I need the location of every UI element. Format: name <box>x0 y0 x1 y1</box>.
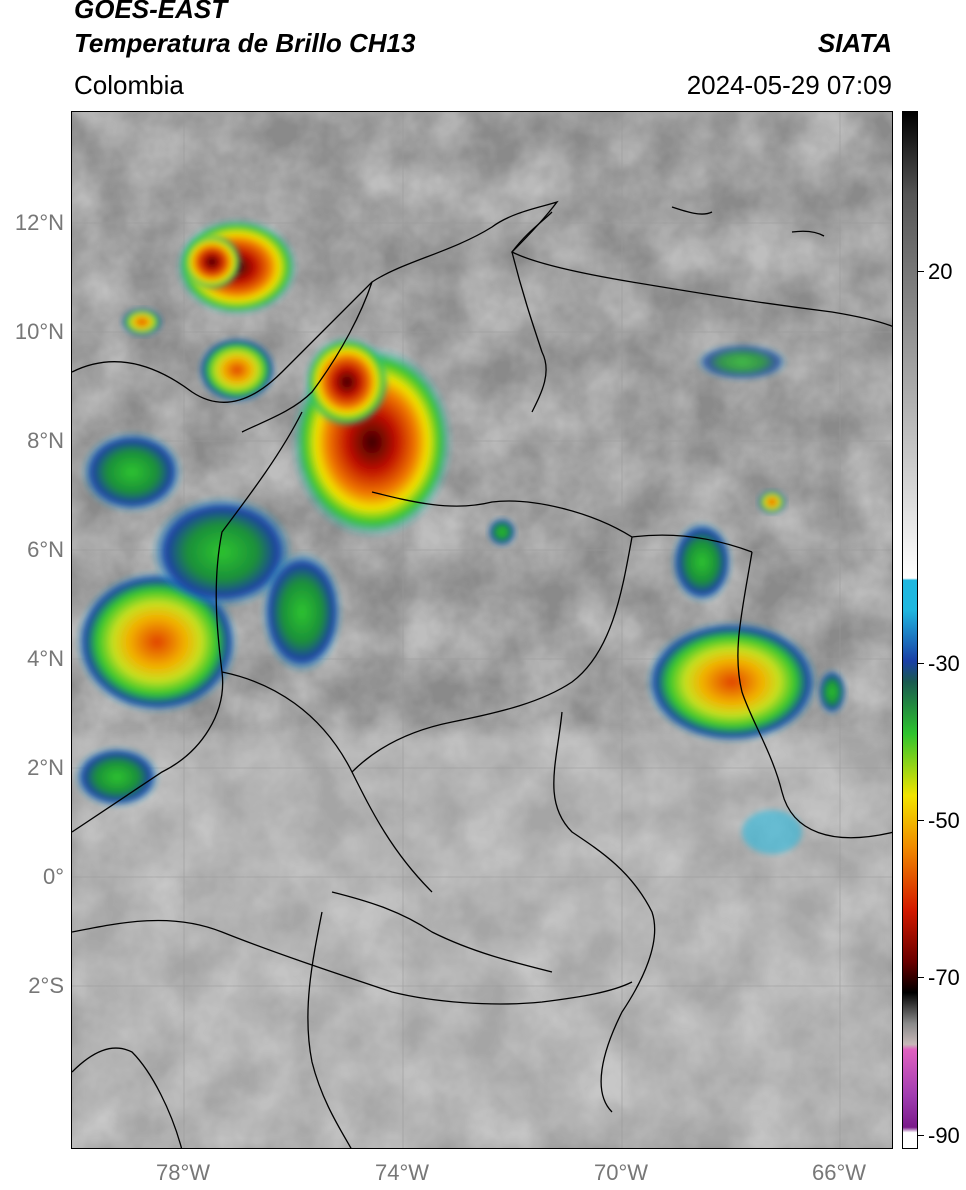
colorbar-tick-20 <box>918 271 924 272</box>
colorbar <box>902 111 918 1149</box>
lon-label-66w: 66°W <box>811 1160 867 1185</box>
southern-cloud-deck <box>72 732 892 1148</box>
lat-label-12n: 12°N <box>14 210 64 235</box>
lat-label-4n: 4°N <box>27 646 64 671</box>
lat-label-6n: 6°N <box>27 537 64 562</box>
colorbar-tick-minus30 <box>918 663 924 664</box>
colorbar-tick-minus90 <box>918 1135 924 1136</box>
lat-label-2n: 2°N <box>27 755 64 780</box>
region-label: Colombia <box>74 70 184 100</box>
lat-label-0: 0° <box>42 864 64 889</box>
lat-label-2s: 2°S <box>28 973 64 998</box>
colorbar-label-minus90: -90 <box>928 1123 960 1148</box>
colorbar-tick-minus50 <box>918 820 924 821</box>
colorbar-tick-minus70 <box>918 977 924 978</box>
lon-label-78w: 78°W <box>155 1160 211 1185</box>
lon-label-70w: 70°W <box>593 1160 649 1185</box>
lat-label-8n: 8°N <box>27 428 64 453</box>
graticule <box>72 112 892 1148</box>
colorbar-label-minus30: -30 <box>928 651 960 676</box>
lat-label-10n: 10°N <box>14 319 64 344</box>
coastlines-borders <box>72 200 892 1148</box>
convective-cells <box>75 219 846 854</box>
timestamp-label: 2024-05-29 07:09 <box>686 70 892 100</box>
colorbar-label-minus70: -70 <box>928 965 960 990</box>
colorbar-label-20: 20 <box>928 259 953 284</box>
colorbar-label-minus50: -50 <box>928 808 960 833</box>
agency-label: SIATA <box>817 28 892 58</box>
map-canvas <box>72 112 892 1148</box>
title-product: Temperatura de Brillo CH13 <box>74 28 416 58</box>
lon-label-74w: 74°W <box>374 1160 430 1185</box>
header: GOES-EAST Temperatura de Brillo CH13 SIA… <box>0 0 966 108</box>
satellite-map[interactable] <box>71 111 893 1149</box>
title-satellite: GOES-EAST <box>74 0 228 24</box>
